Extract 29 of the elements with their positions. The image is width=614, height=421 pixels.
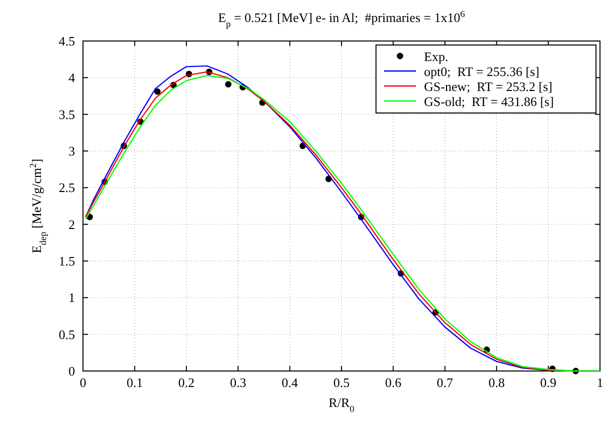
y-tick-label: 0 (68, 364, 75, 378)
legend-label: GS-old; RT = 431.86 [s] (424, 94, 554, 109)
y-tick-label: 4.5 (58, 34, 75, 48)
y-tick-label: 2.5 (58, 180, 75, 196)
y-tick-label: 4 (68, 70, 76, 86)
legend-label: opt0; RT = 255.36 [s] (424, 64, 540, 79)
y-tick-label: 0.5 (58, 326, 75, 342)
y-tick-label: 1.5 (58, 254, 75, 268)
x-tick-label: 0.5 (333, 375, 350, 390)
x-tick-label: 0.4 (282, 375, 298, 390)
legend-label: Exp. (424, 49, 448, 64)
x-tick-label: 0 (80, 375, 86, 390)
y-tick-label: 2 (68, 216, 75, 232)
y-tick-label: 1 (68, 290, 75, 306)
y-tick-label: 3 (68, 144, 75, 158)
x-tick-label: 0.8 (488, 375, 505, 390)
x-tick-label: 0.3 (230, 375, 246, 390)
y-tick-label: 3.5 (58, 106, 75, 122)
x-tick-label: 0.9 (540, 375, 556, 390)
chart-title: E$_{p}$ = 0.521 [MeV] e- in Al; #primaries = 1x10$^{6}$ (218, 10, 466, 30)
x-tick-label: 1 (596, 375, 604, 390)
x-tick-label: 0.1 (126, 375, 143, 390)
x-tick-label: 0.7 (436, 375, 454, 390)
x-axis-title: R/R$_{0}$ (328, 395, 355, 415)
x-tick-label: 0.2 (178, 375, 195, 390)
legend-label: GS-new; RT = 253.2 [s] (424, 79, 552, 94)
x-tick-label: 0.6 (385, 375, 402, 390)
point (225, 81, 232, 88)
point (154, 88, 161, 95)
